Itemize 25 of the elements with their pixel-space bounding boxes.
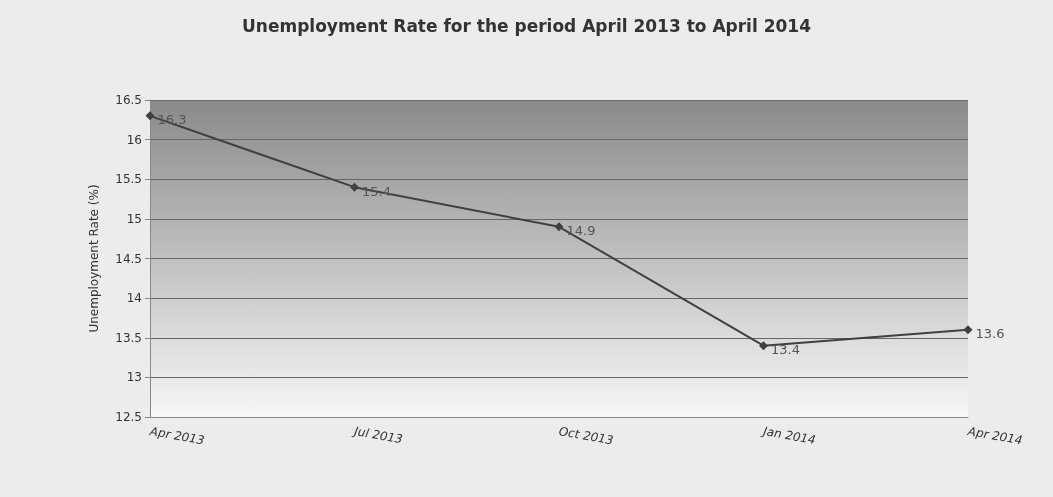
y-tick-label: 13.5 [115,330,142,345]
point [350,182,359,192]
x-tick-label: Apr 2013 [147,423,206,448]
data-label: 16.3 [157,112,187,128]
x-tick-label: Jul 2013 [351,423,404,447]
data-label: 13.4 [771,342,800,358]
point [759,341,768,351]
point [554,222,564,232]
y-tick-label: 13 [126,370,142,385]
y-tick-label: 16.5 [115,93,142,107]
point [145,111,155,121]
y-tick-label: 15.5 [115,172,142,187]
data-label: 13.6 [975,326,1005,342]
data-label: 14.9 [566,223,596,239]
y-tick-label: 14 [126,291,142,306]
y-tick-label: 14.5 [115,251,142,266]
x-tick-label: Oct 2013 [557,424,615,448]
y-axis-title: Unemployment Rate (%) [87,184,101,333]
y-tick-label: 15 [126,211,142,226]
point [963,325,973,335]
x-tick-label: Jan 2014 [760,423,817,448]
x-tick-label: Apr 2014 [965,423,1024,448]
chart-title: Unemployment Rate for the period April 2013 to April 2014 [241,15,812,36]
y-tick-label: 12.5 [115,410,142,424]
y-tick-label: 16 [126,132,142,147]
